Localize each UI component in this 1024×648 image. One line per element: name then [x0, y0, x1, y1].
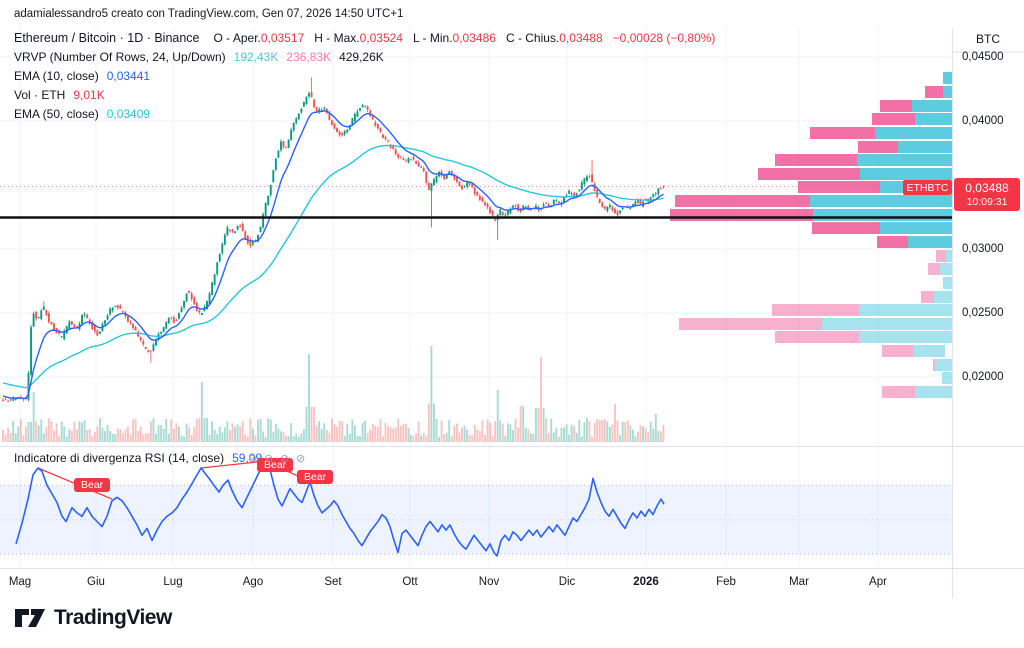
time-tick-mag: Mag — [8, 576, 32, 588]
ema10-legend-row[interactable]: EMA (10, close) 0,03441 — [14, 69, 150, 83]
rsi-legend-row[interactable]: Indicatore di divergenza RSI (14, close)… — [14, 451, 262, 465]
price-axis-currency: BTC — [976, 32, 1000, 46]
vrvp-label: VRVP (Number Of Rows, 24, Up/Down) — [14, 50, 226, 64]
low-value: 0,03486 — [452, 31, 496, 45]
time-tick-dic: Dic — [558, 576, 576, 588]
volume-label: Vol · ETH — [14, 88, 66, 102]
bear-divergence-label-1: Bear — [74, 478, 111, 492]
bear-divergence-label-2: Bear — [257, 458, 294, 472]
price-tick-4: 0,02500 — [962, 307, 1004, 319]
change-value: −0,00028 (−0,80%) — [612, 31, 716, 45]
tradingview-logo-text: TradingView — [54, 606, 172, 629]
low-label: L - Min. — [412, 31, 453, 45]
tradingview-logo[interactable]: TradingView — [14, 606, 172, 630]
ema10-label: EMA (10, close) — [14, 69, 99, 83]
time-tick-mar: Mar — [789, 576, 809, 588]
vrvp-legend-row[interactable]: VRVP (Number Of Rows, 24, Up/Down) 192,4… — [14, 50, 384, 64]
price-tick-5: 0,02000 — [962, 371, 1004, 383]
symbol-title: Ethereum / Bitcoin · 1D · Binance — [14, 31, 200, 45]
tradingview-logo-mark — [15, 609, 45, 627]
disabled-alert-icon-4: ⊘ — [296, 452, 306, 465]
last-price-value: 0,03488 — [965, 180, 1009, 195]
high-label: H - Max. — [314, 31, 360, 45]
disabled-alert-icon-2: ⊘ — [264, 452, 274, 465]
price-tick-1: 0,04000 — [962, 115, 1004, 127]
vrvp-total-value: 429,26K — [339, 50, 384, 64]
time-tick-giu: Giu — [87, 576, 105, 588]
symbol-legend-row[interactable]: Ethereum / Bitcoin · 1D · Binance O - Ap… — [14, 31, 715, 45]
time-tick-2026: 2026 — [633, 576, 659, 588]
time-tick-lug: Lug — [163, 576, 183, 588]
time-tick-ott: Ott — [402, 576, 418, 588]
volume-value: 9,01K — [73, 88, 105, 102]
rsi-value: 59,09 — [232, 451, 263, 465]
time-tick-apr: Apr — [869, 576, 887, 588]
bear-divergence-label-3: Bear — [297, 470, 334, 484]
open-value: 0,03517 — [260, 31, 305, 45]
disabled-alert-icon-1: ⊘ — [248, 452, 258, 465]
open-label: O - Aper. — [213, 31, 261, 45]
time-tick-feb: Feb — [716, 576, 736, 588]
high-value: 0,03524 — [359, 31, 403, 45]
symbol-tag-text: ETHBTC — [906, 181, 949, 194]
ema50-label: EMA (50, close) — [14, 107, 99, 121]
time-tick-set: Set — [324, 576, 342, 588]
bar-countdown: 10:09:31 — [966, 195, 1008, 208]
volume-legend-row[interactable]: Vol · ETH 9,01K — [14, 88, 105, 102]
vrvp-up-value: 192,43K — [233, 50, 279, 64]
price-tick-0: 0,04500 — [962, 51, 1004, 63]
ema50-value: 0,03409 — [106, 107, 151, 121]
time-tick-nov: Nov — [478, 576, 500, 588]
close-label: C - Chius. — [505, 31, 560, 45]
last-price-tag: 0,03488 10:09:31 — [954, 178, 1020, 211]
ema50-legend-row[interactable]: EMA (50, close) 0,03409 — [14, 107, 150, 121]
disabled-alert-icon-3: ⊘ — [280, 452, 290, 465]
vrvp-down-value: 236,83K — [286, 50, 332, 64]
close-value: 0,03488 — [559, 31, 603, 45]
symbol-price-line-tag: ETHBTC — [903, 180, 952, 195]
rsi-label: Indicatore di divergenza RSI (14, close) — [14, 451, 225, 465]
price-tick-3: 0,03000 — [962, 243, 1004, 255]
ema10-value: 0,03441 — [106, 69, 151, 83]
time-tick-ago: Ago — [242, 576, 264, 588]
attribution-text: adamialessandro5 creato con TradingView.… — [14, 8, 404, 20]
